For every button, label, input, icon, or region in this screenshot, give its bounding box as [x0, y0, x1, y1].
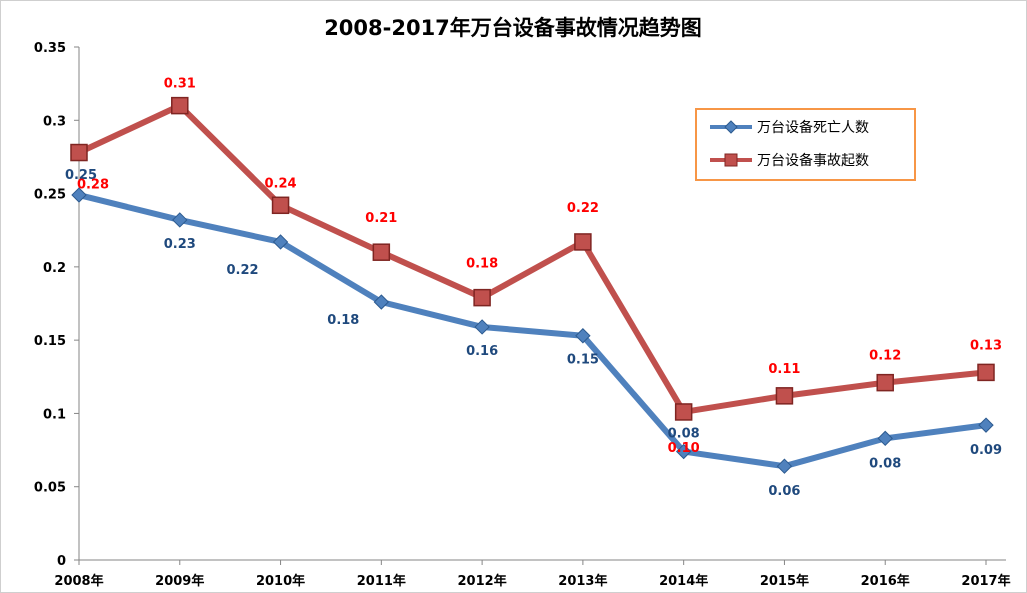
data-point-square	[775, 387, 794, 405]
data-label: 0.16	[466, 344, 498, 359]
data-point-diamond	[71, 187, 87, 203]
x-tick-label: 2015年	[760, 573, 809, 589]
data-label: 0.18	[466, 257, 498, 272]
series-line-deaths	[76, 192, 989, 470]
data-label: 0.22	[227, 263, 259, 278]
data-label: 0.23	[164, 237, 196, 252]
series-line-accidents	[76, 102, 989, 415]
data-point-diamond	[776, 458, 793, 474]
x-tick-label: 2012年	[458, 573, 507, 589]
x-tick-label: 2009年	[155, 573, 204, 589]
data-label: 0.18	[327, 313, 359, 328]
axes: 0 0.05 0.1 0.15 0.2 0.25 0.3 0.35 2008年 2009年 2010…	[34, 41, 1011, 589]
data-point-diamond	[675, 443, 692, 460]
y-tick-label: 0.2	[43, 261, 66, 276]
data-point-diamond	[474, 319, 490, 335]
x-tick-label: 2017年	[961, 573, 1010, 589]
x-tick-label: 2010年	[256, 573, 305, 589]
data-label: 0.08	[668, 427, 700, 442]
data-labels: 0.25 0.23 0.22 0.18 0.16 0.15 0.08 0.06 0.08 0.09…	[65, 77, 1002, 500]
data-label: 0.21	[365, 211, 397, 226]
x-tick-label: 2008年	[54, 573, 103, 589]
data-point-square	[271, 196, 290, 215]
data-label: 0.13	[970, 338, 1002, 353]
data-point-square	[372, 243, 391, 261]
data-label: 0.12	[869, 349, 901, 364]
data-label: 0.24	[265, 176, 297, 191]
y-tick-label: 0.1	[43, 407, 66, 422]
y-tick-label: 0.3	[43, 114, 66, 129]
data-point-diamond	[172, 212, 188, 228]
data-label: 0.06	[768, 484, 800, 499]
data-point-square	[977, 363, 995, 382]
data-point-square	[171, 96, 189, 115]
series-layer	[70, 96, 995, 474]
y-tick-label: 0.15	[34, 334, 66, 349]
x-tick-label: 2016年	[861, 573, 910, 589]
data-label: 0.22	[567, 201, 599, 216]
data-label: 0.09	[970, 443, 1002, 458]
data-label: 0.08	[869, 456, 901, 471]
data-point-diamond	[978, 417, 994, 433]
data-point-diamond	[272, 234, 289, 250]
y-tick-label: 0	[57, 554, 66, 569]
data-label: 0.28	[77, 178, 109, 193]
legend-marker-square	[724, 153, 738, 167]
data-label: 0.31	[164, 77, 196, 92]
data-point-diamond	[877, 430, 893, 447]
data-label: 0.15	[567, 353, 599, 368]
x-tick-label: 2013年	[558, 573, 607, 589]
data-point-diamond	[575, 328, 591, 344]
chart-title: 2008-2017年万台设备事故情况趋势图	[324, 16, 702, 40]
y-tick-label: 0.35	[34, 41, 66, 56]
legend-box	[695, 108, 916, 181]
legend-marker-diamond	[724, 120, 738, 134]
data-point-square	[574, 233, 592, 251]
y-tick-label: 0.25	[34, 188, 66, 203]
data-point-diamond	[373, 294, 390, 310]
data-point-square	[70, 143, 88, 162]
legend-label: 万台设备死亡人数	[757, 119, 869, 136]
x-tick-label: 2014年	[659, 573, 708, 589]
x-tick-label: 2011年	[357, 573, 406, 589]
data-point-square	[473, 288, 491, 307]
data-label: 0.25	[65, 168, 97, 183]
data-label: 0.10	[668, 441, 700, 456]
data-point-square	[876, 373, 894, 392]
data-point-square	[674, 403, 693, 421]
y-tick-label: 0.05	[34, 481, 66, 496]
data-label: 0.11	[768, 362, 800, 377]
legend-label: 万台设备事故起数	[757, 152, 869, 169]
